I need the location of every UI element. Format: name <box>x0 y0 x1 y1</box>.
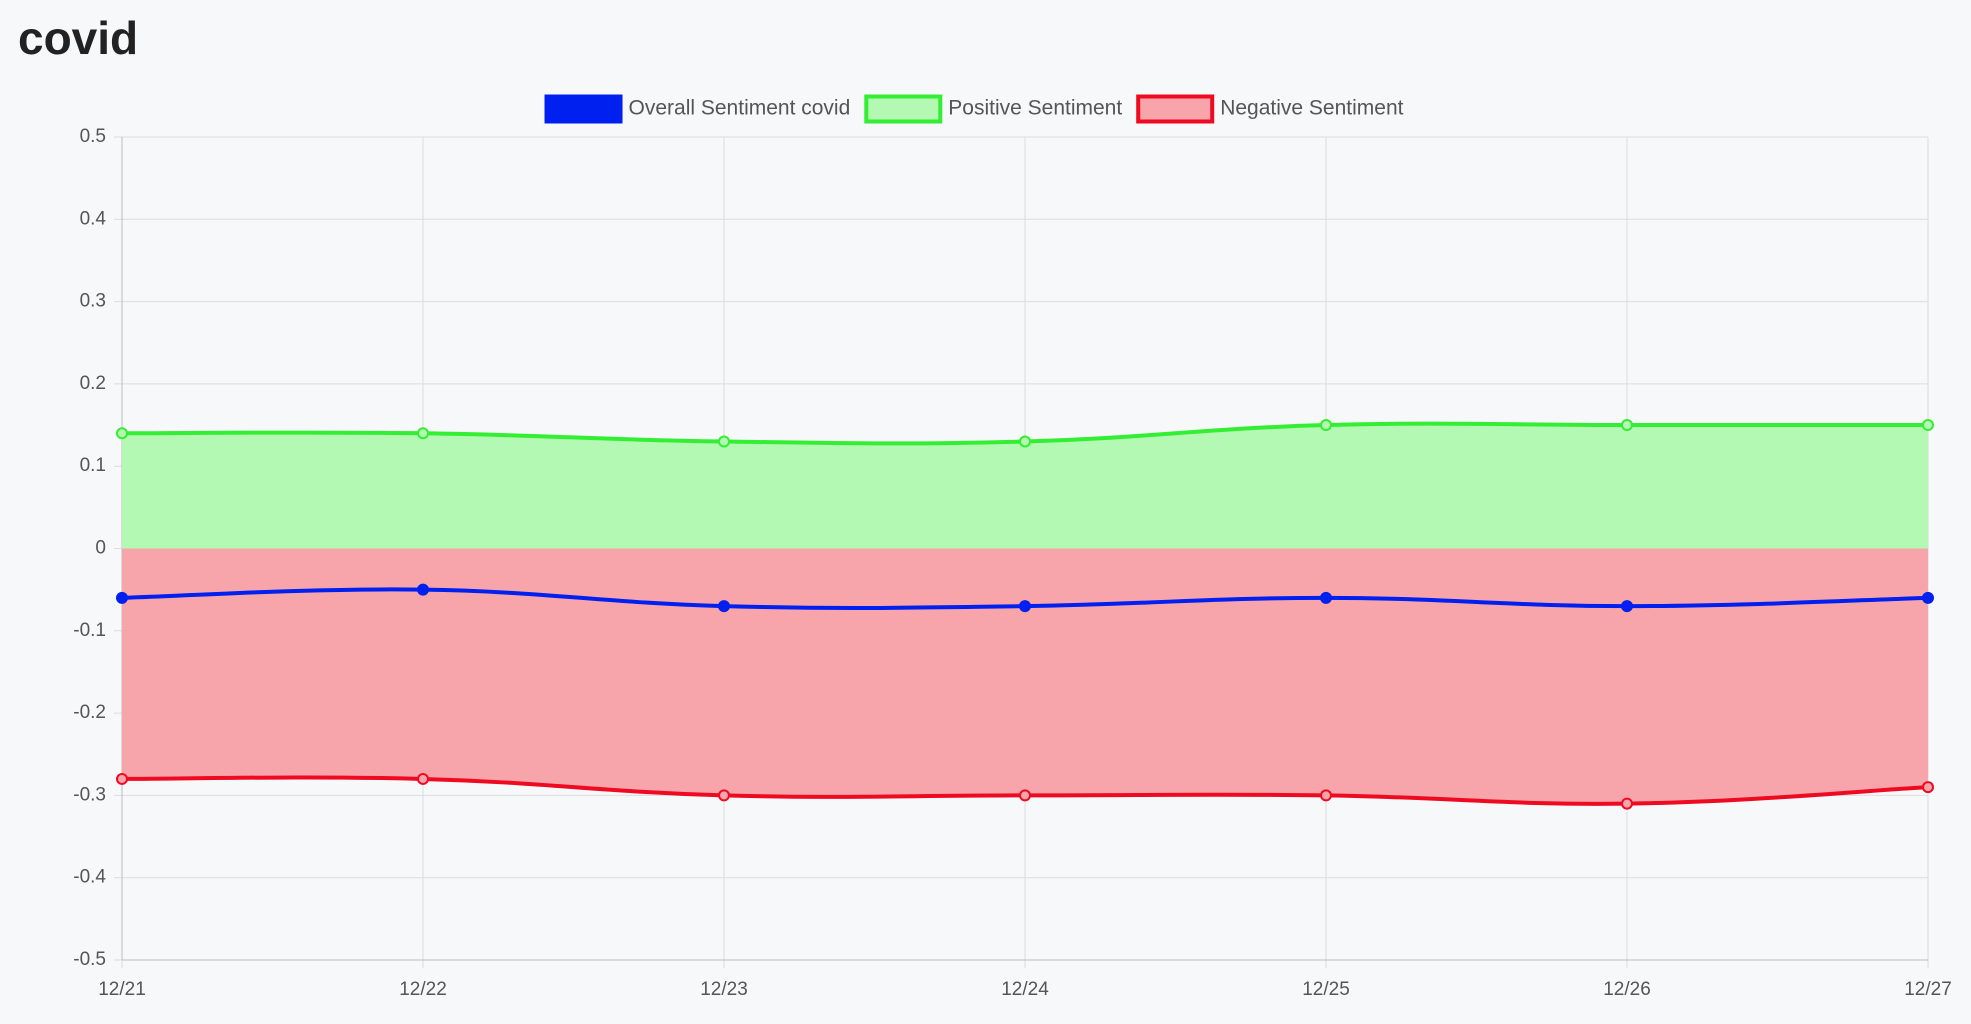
labels: 0.5 0.4 0.3 0.2 0.1 0 -0.1 -0.2 -0.3 -0.4 -0.5 12/2… <box>73 126 1952 1000</box>
point <box>1621 797 1633 810</box>
x-tick-label: 12/27 <box>1904 979 1952 1000</box>
point <box>417 772 429 785</box>
legend-label[interactable]: Negative Sentiment <box>1220 97 1403 120</box>
legend-label[interactable]: Overall Sentiment covid <box>629 97 851 120</box>
y-tick-label: -0.1 <box>73 620 106 641</box>
point <box>1019 435 1031 448</box>
lines <box>116 419 1934 810</box>
y-tick-label: 0.1 <box>80 455 106 476</box>
x-tick-label: 12/23 <box>700 979 748 1000</box>
areas <box>122 423 1928 804</box>
legend-swatch[interactable] <box>864 94 943 124</box>
chart-title: covid <box>18 12 138 64</box>
x-tick-label: 12/21 <box>98 979 146 1000</box>
point <box>1019 600 1031 613</box>
y-tick-label: 0.5 <box>80 126 106 147</box>
point <box>1922 419 1934 432</box>
y-tick-label: 0.2 <box>80 373 106 394</box>
point <box>718 789 730 802</box>
point <box>1320 789 1332 802</box>
y-tick-label: 0.4 <box>80 208 107 229</box>
point <box>1621 419 1633 432</box>
x-tick-label: 12/24 <box>1001 979 1049 1000</box>
x-tick-label: 12/22 <box>399 979 447 1000</box>
x-tick-label: 12/25 <box>1302 979 1350 1000</box>
y-tick-label: -0.3 <box>73 784 106 805</box>
legend-swatch[interactable] <box>544 94 623 124</box>
x-tick-label: 12/26 <box>1603 979 1651 1000</box>
point <box>1621 600 1633 613</box>
y-tick-label: 0 <box>95 538 106 559</box>
point <box>1922 591 1934 604</box>
y-tick-label: -0.2 <box>73 702 106 723</box>
point <box>1320 591 1332 604</box>
point <box>116 772 128 785</box>
point <box>1019 789 1031 802</box>
legend-swatch[interactable] <box>1136 94 1215 124</box>
point <box>1320 419 1332 432</box>
point <box>718 600 730 613</box>
area <box>122 423 1928 549</box>
area <box>122 548 1928 804</box>
y-tick-label: 0.3 <box>80 291 106 312</box>
point <box>116 427 128 440</box>
point <box>1922 781 1934 794</box>
legend-label[interactable]: Positive Sentiment <box>948 97 1122 120</box>
y-tick-label: -0.5 <box>73 949 106 970</box>
legend: Overall Sentiment covid Positive Sentimen… <box>544 94 1404 124</box>
point <box>417 583 429 596</box>
point <box>417 427 429 440</box>
point <box>718 435 730 448</box>
point <box>116 591 128 604</box>
y-tick-label: -0.4 <box>73 867 106 888</box>
